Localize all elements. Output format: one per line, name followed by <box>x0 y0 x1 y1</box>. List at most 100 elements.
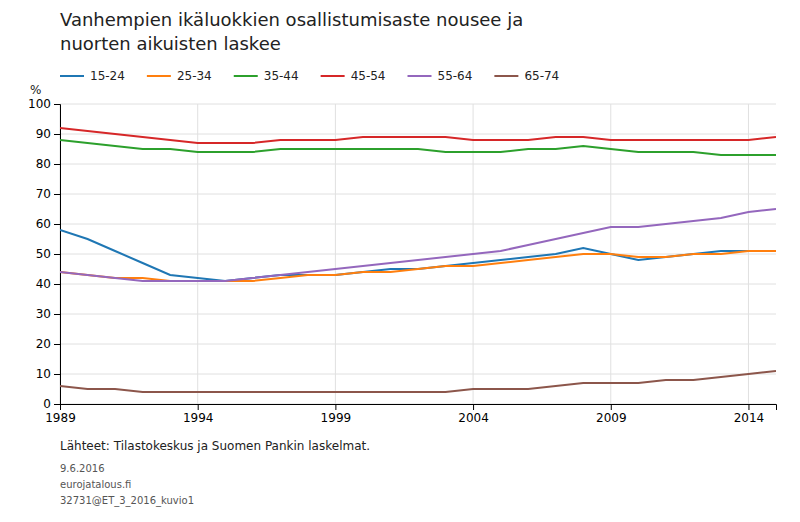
y-axis: 0 10 20 30 40 50 60 70 80 90 100 <box>28 97 60 411</box>
y-tick-label: 60 <box>36 217 51 231</box>
x-tick-mark <box>198 404 199 410</box>
series-line <box>60 251 776 281</box>
grid-line-y <box>60 314 776 315</box>
legend-swatch <box>234 75 258 77</box>
series-line <box>60 140 776 155</box>
y-tick-mark <box>54 314 60 315</box>
y-axis-label: % <box>30 83 41 97</box>
x-axis: 1989 1994 1999 2004 2009 2014 <box>45 404 776 425</box>
x-tick-label: 2004 <box>458 411 489 425</box>
grid <box>60 104 776 404</box>
y-tick-mark <box>54 404 60 405</box>
y-tick: 90 <box>36 127 60 141</box>
legend-swatch <box>321 75 345 77</box>
y-tick-label: 100 <box>28 97 51 111</box>
y-tick: 20 <box>36 337 60 351</box>
y-tick-label: 50 <box>36 247 51 261</box>
series-line <box>60 230 776 281</box>
grid-line-y <box>60 344 776 345</box>
legend-item: 25-34 <box>147 69 212 83</box>
x-tick: 2009 <box>596 404 627 425</box>
legend-label: 15-24 <box>90 69 125 83</box>
y-tick-mark <box>54 254 60 255</box>
y-tick: 80 <box>36 157 60 171</box>
grid-line-x <box>197 104 198 404</box>
legend-item: 65-74 <box>494 69 559 83</box>
y-tick-mark <box>54 164 60 165</box>
legend-label: 45-54 <box>351 69 386 83</box>
y-tick-label: 30 <box>36 307 51 321</box>
series-line <box>60 209 776 281</box>
series-line <box>60 371 776 392</box>
y-tick-label: 0 <box>43 397 51 411</box>
y-tick-label: 10 <box>36 367 51 381</box>
legend-label: 35-44 <box>264 69 299 83</box>
footer: 32731@ET_3_2016_kuvio1 <box>60 495 194 507</box>
legend: 15-24 25-34 35-44 45-54 55-64 65-74 <box>60 69 559 83</box>
x-tick-mark <box>335 404 336 410</box>
x-tick-mark <box>748 404 749 410</box>
legend-label: 55-64 <box>438 69 473 83</box>
y-tick: 0 <box>43 397 60 411</box>
grid-line-y <box>60 104 776 105</box>
grid-line-y <box>60 164 776 165</box>
x-tick: 1999 <box>321 404 352 425</box>
y-tick-label: 20 <box>36 337 51 351</box>
source: Lähteet: Tilastokeskus ja Suomen Pankin … <box>60 439 370 453</box>
grid-line-y <box>60 194 776 195</box>
footer: eurojatalous.fi <box>60 479 131 490</box>
legend-swatch <box>60 75 84 77</box>
grid-line-y <box>60 254 776 255</box>
series-line <box>60 128 776 143</box>
footer: 9.6.2016 <box>60 463 105 474</box>
x-tick-label: 1989 <box>45 411 76 425</box>
x-tick: 2004 <box>458 404 489 425</box>
y-tick-label: 40 <box>36 277 51 291</box>
y-tick: 70 <box>36 187 60 201</box>
grid-line-x <box>748 104 749 404</box>
x-tick-label: 2014 <box>734 411 765 425</box>
x-tick-mark <box>611 404 612 410</box>
x-tick: 1994 <box>183 404 214 425</box>
y-tick: 60 <box>36 217 60 231</box>
x-tick-mark <box>473 404 474 410</box>
x-axis-line <box>61 405 777 411</box>
lines <box>60 128 776 392</box>
y-tick-mark <box>54 284 60 285</box>
legend-swatch <box>494 75 518 77</box>
y-tick-label: 70 <box>36 187 51 201</box>
legend-swatch <box>408 75 432 77</box>
y-tick: 50 <box>36 247 60 261</box>
x-tick-label: 1994 <box>183 411 214 425</box>
legend-item: 35-44 <box>234 69 299 83</box>
subtitle: nuorten aikuisten laskee <box>60 33 281 54</box>
y-tick-mark <box>54 134 60 135</box>
annotations: Lähteet: Tilastokeskus ja Suomen Pankin … <box>60 439 370 507</box>
y-tick-mark <box>54 194 60 195</box>
y-tick-label: 90 <box>36 127 51 141</box>
legend-label: 65-74 <box>524 69 559 83</box>
chart: Vanhempien ikäluokkien osallistumisaste … <box>0 0 800 522</box>
x-tick: 2014 <box>734 404 765 425</box>
legend-item: 55-64 <box>408 69 473 83</box>
grid-line-y <box>60 374 776 375</box>
legend-item: 15-24 <box>60 69 125 83</box>
y-tick-mark <box>54 224 60 225</box>
x-tick-label: 1999 <box>321 411 352 425</box>
y-tick-label: 80 <box>36 157 51 171</box>
y-tick: 40 <box>36 277 60 291</box>
y-tick: 10 <box>36 367 60 381</box>
legend-label: 25-34 <box>177 69 212 83</box>
y-tick-mark <box>54 344 60 345</box>
y-tick: 30 <box>36 307 60 321</box>
x-tick-label: 2009 <box>596 411 627 425</box>
legend-swatch <box>147 75 171 77</box>
legend-item: 45-54 <box>321 69 386 83</box>
y-tick-mark <box>54 374 60 375</box>
title: Vanhempien ikäluokkien osallistumisaste … <box>60 9 523 30</box>
grid-line-y <box>60 284 776 285</box>
y-axis-line <box>54 105 61 405</box>
y-tick: 100 <box>28 97 60 111</box>
y-tick-mark <box>54 104 60 105</box>
grid-line-y <box>60 134 776 135</box>
